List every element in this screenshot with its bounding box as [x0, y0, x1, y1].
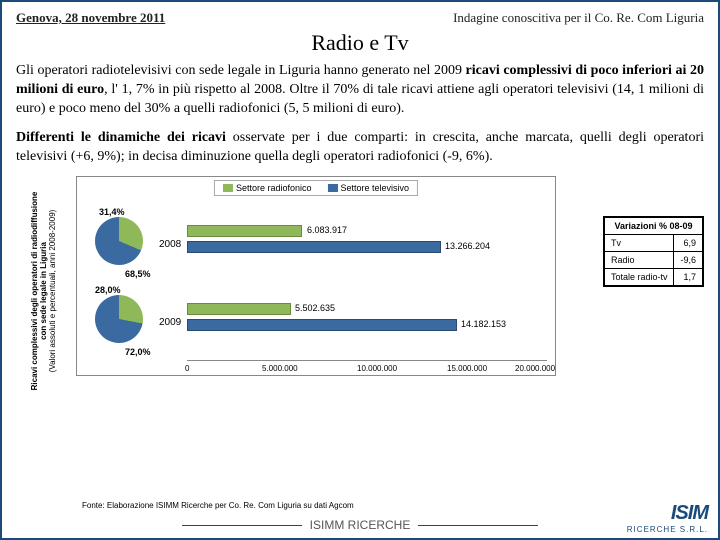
- ylabel-main: Ricavi complessivi degli operatori di ra…: [30, 192, 39, 391]
- paragraph-1: Gli operatori radiotelevisivi con sede l…: [16, 62, 704, 119]
- var-tv-label: Tv: [604, 235, 674, 252]
- xtick-3: 15.000.000: [447, 364, 487, 373]
- xtick-1: 5.000.000: [262, 364, 298, 373]
- var-table-head: Variazioni % 08-09: [604, 217, 703, 235]
- para2-bold: Differenti le dinamiche dei ricavi: [16, 130, 233, 145]
- footer-line-left: [182, 525, 302, 526]
- var-radio-val: -9,6: [674, 252, 703, 269]
- logo-sub: RICERCHE S.R.L.: [627, 525, 708, 534]
- pie-2009-tv-pct: 72,0%: [125, 347, 151, 357]
- variation-table: Variazioni % 08-09 Tv6,9 Radio-9,6 Total…: [603, 216, 704, 287]
- chart-ylabel: Ricavi complessivi degli operatori di ra…: [31, 181, 57, 401]
- x-axis-line: [187, 360, 547, 361]
- footer-line-right: [418, 525, 538, 526]
- pie-2008-radio-pct: 31,4%: [99, 207, 125, 217]
- year-2009: 2009: [159, 317, 181, 328]
- val-2008-radio: 6.083.917: [307, 225, 347, 235]
- ylabel-sub2: (Valori assoluti e percentuali, anni 200…: [47, 210, 56, 373]
- val-2009-tv: 14.182.153: [461, 319, 506, 329]
- source-text: Fonte: Elaborazione ISIMM Ricerche per C…: [82, 501, 354, 510]
- header-bar: Genova, 28 novembre 2011 Indagine conosc…: [16, 10, 704, 26]
- xtick-4: 20.000.000: [515, 364, 555, 373]
- header-right: Indagine conoscitiva per il Co. Re. Com …: [453, 10, 704, 26]
- xtick-0: 0: [185, 364, 189, 373]
- val-2008-tv: 13.266.204: [445, 241, 490, 251]
- bar-2009-tv: [187, 319, 457, 331]
- var-tv-val: 6,9: [674, 235, 703, 252]
- bar-2009-radio: [187, 303, 291, 315]
- chart-area: Ricavi complessivi degli operatori di ra…: [16, 176, 704, 406]
- paragraph-2: Differenti le dinamiche dei ricavi osser…: [16, 129, 704, 167]
- para1-text1: Gli operatori radiotelevisivi con sede l…: [16, 63, 466, 78]
- page-title: Radio e Tv: [16, 30, 704, 56]
- table-row: Radio-9,6: [604, 252, 703, 269]
- table-row: Tv6,9: [604, 235, 703, 252]
- chart-legend: Settore radiofonico Settore televisivo: [214, 180, 418, 196]
- swatch-radio: [223, 184, 233, 192]
- pie-2009-radio-pct: 28,0%: [95, 285, 121, 295]
- swatch-tv: [328, 184, 338, 192]
- para1-text2: , l' 1, 7% in più rispetto al 2008. Oltr…: [16, 82, 704, 116]
- val-2009-radio: 5.502.635: [295, 303, 335, 313]
- pie-2009-chart: [95, 295, 143, 343]
- pie-2008-tv-pct: 68,5%: [125, 269, 151, 279]
- pie-2009: 28,0% 72,0%: [95, 295, 143, 343]
- bar-2008-tv: [187, 241, 441, 253]
- var-tot-val: 1,7: [674, 269, 703, 287]
- slide-container: Genova, 28 novembre 2011 Indagine conosc…: [0, 0, 720, 540]
- legend-radio: Settore radiofonico: [223, 183, 312, 193]
- legend-tv-label: Settore televisivo: [341, 183, 410, 193]
- logo: ISIM RICERCHE S.R.L.: [627, 502, 708, 534]
- logo-main: ISIM: [627, 502, 708, 525]
- var-radio-label: Radio: [604, 252, 674, 269]
- year-2008: 2008: [159, 239, 181, 250]
- footer-text: ISIMM RICERCHE: [310, 518, 411, 532]
- chart-box: Settore radiofonico Settore televisivo 3…: [76, 176, 556, 376]
- table-row: Totale radio-tv1,7: [604, 269, 703, 287]
- header-left: Genova, 28 novembre 2011: [16, 10, 165, 26]
- footer: ISIMM RICERCHE: [2, 518, 718, 532]
- legend-tv: Settore televisivo: [328, 183, 410, 193]
- bar-2008-radio: [187, 225, 302, 237]
- var-tot-label: Totale radio-tv: [604, 269, 674, 287]
- pie-2008: 31,4% 68,5%: [95, 217, 143, 265]
- ylabel-sub1: con sede legale in Liguria: [39, 243, 48, 341]
- legend-radio-label: Settore radiofonico: [236, 183, 312, 193]
- pie-2008-chart: [95, 217, 143, 265]
- xtick-2: 10.000.000: [357, 364, 397, 373]
